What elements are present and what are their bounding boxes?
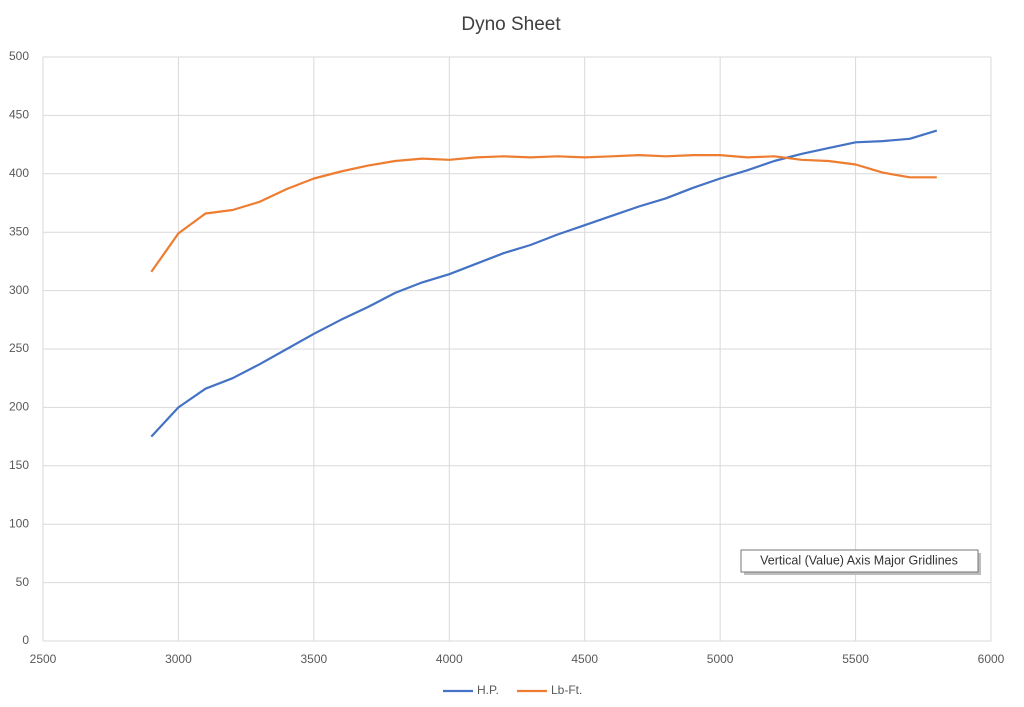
data-line [150, 154, 937, 273]
y-tick-label: 200 [9, 400, 29, 414]
y-tick-label: 350 [9, 224, 29, 238]
y-tick-label: 100 [9, 516, 29, 530]
tooltip-text: Vertical (Value) Axis Major Gridlines [760, 553, 958, 567]
x-tick-label: 4500 [571, 652, 598, 666]
x-tick-label: 3500 [301, 652, 328, 666]
data-line [150, 129, 938, 438]
x-tick-label: 5500 [842, 652, 869, 666]
x-tick-label: 3000 [165, 652, 192, 666]
x-tick-label: 5000 [707, 652, 734, 666]
tooltip-box [740, 549, 979, 573]
legend-label: Lb-Ft. [551, 683, 582, 697]
x-tick-label: 4000 [436, 652, 463, 666]
y-tick-label: 500 [9, 49, 29, 63]
y-tick-label: 50 [16, 575, 30, 589]
y-tick-label: 150 [9, 458, 29, 472]
chart-title: Dyno Sheet [461, 14, 561, 35]
y-tick-label: 250 [9, 341, 29, 355]
x-tick-label: 6000 [978, 652, 1005, 666]
y-tick-label: 0 [22, 633, 29, 647]
y-tick-label: 300 [9, 283, 29, 297]
legend-label: H.P. [477, 683, 499, 697]
y-tick-label: 400 [9, 166, 29, 180]
x-tick-label: 2500 [30, 652, 57, 666]
y-tick-label: 450 [9, 108, 29, 122]
